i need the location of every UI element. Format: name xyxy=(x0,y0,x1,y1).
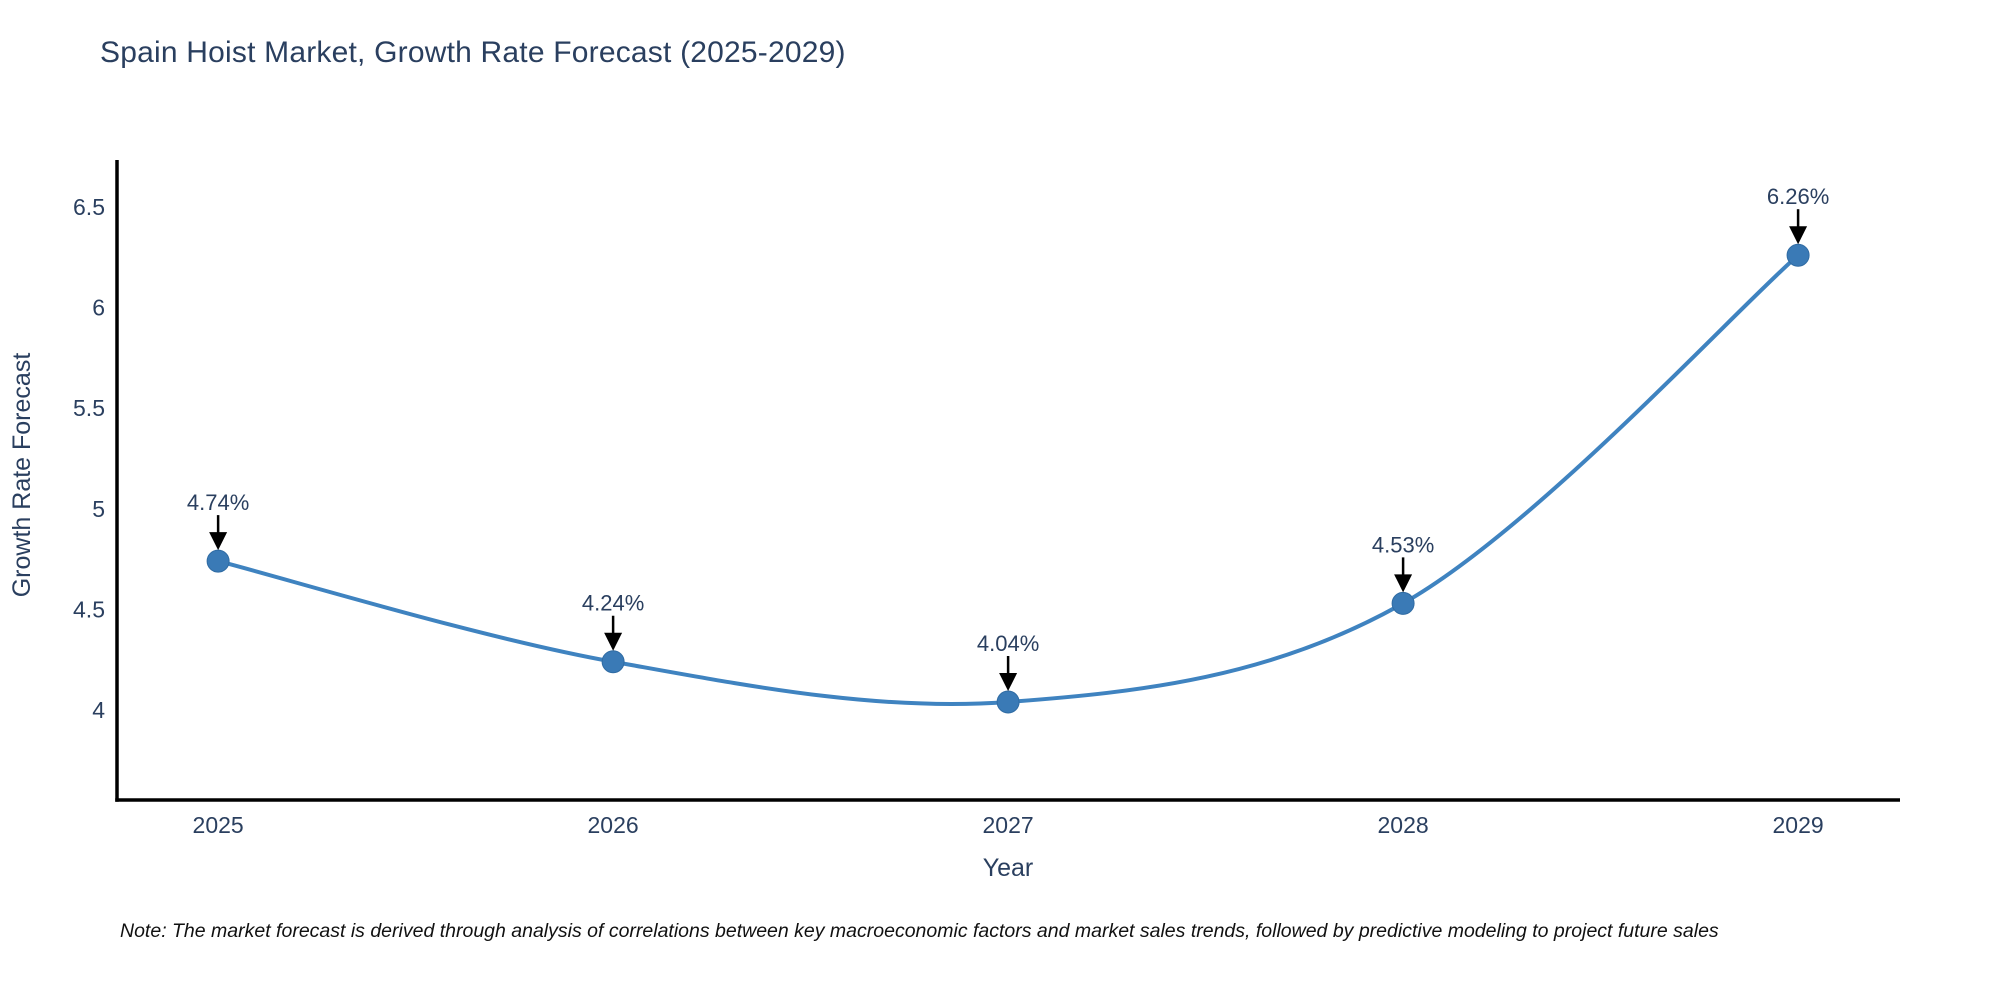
data-point-2026 xyxy=(601,650,625,674)
y-tick-label: 5 xyxy=(92,496,105,522)
x-tick-label: 2029 xyxy=(1773,812,1824,838)
data-point-label: 4.74% xyxy=(187,490,249,515)
footnote: Note: The market forecast is derived thr… xyxy=(120,920,1719,942)
data-point-label: 6.26% xyxy=(1767,184,1829,209)
annotation-arrowhead xyxy=(999,672,1018,691)
y-axis-title: Growth Rate Forecast xyxy=(8,353,36,598)
data-point-label: 4.53% xyxy=(1372,532,1434,557)
y-tick-label: 6 xyxy=(92,295,105,321)
annotation-arrowhead xyxy=(604,632,623,651)
x-axis-title: Year xyxy=(983,854,1034,882)
x-tick-label: 2025 xyxy=(193,812,244,838)
annotation-arrowhead xyxy=(209,532,228,551)
y-tick-label: 4 xyxy=(92,697,105,723)
data-point-label: 4.24% xyxy=(582,591,644,616)
data-point-2028 xyxy=(1391,591,1415,615)
data-point-2027 xyxy=(996,690,1020,714)
x-tick-label: 2028 xyxy=(1378,812,1429,838)
x-tick-label: 2026 xyxy=(588,812,639,838)
data-point-label: 4.04% xyxy=(977,631,1039,656)
x-tick-label: 2027 xyxy=(983,812,1034,838)
data-point-2029 xyxy=(1786,243,1810,267)
chart-title: Spain Hoist Market, Growth Rate Forecast… xyxy=(100,36,846,69)
y-tick-label: 6.5 xyxy=(73,194,105,220)
annotation-arrowhead xyxy=(1789,226,1808,245)
y-tick-label: 5.5 xyxy=(73,395,105,421)
data-point-2025 xyxy=(206,549,230,573)
plot-generated-layer: 4 4.5 5 5.5 6 6.5 2025 2026 2027 2028 2029 4.74% 4.2… xyxy=(73,160,1900,838)
annotation-arrowhead xyxy=(1394,574,1413,593)
y-tick-label: 4.5 xyxy=(73,596,105,622)
